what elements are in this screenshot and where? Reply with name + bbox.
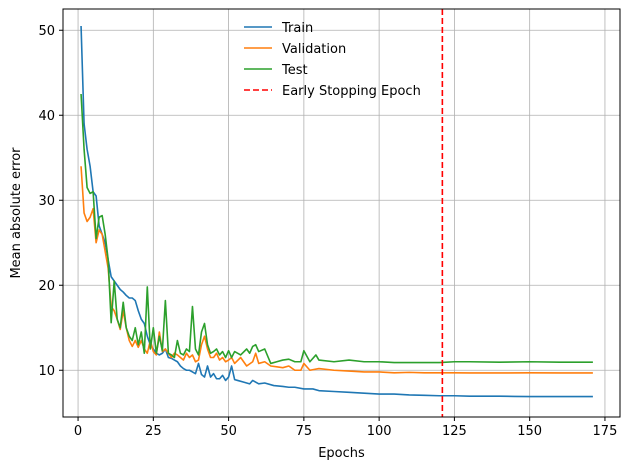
x-tick-label: 25 <box>145 424 162 439</box>
x-tick-label: 100 <box>367 424 392 439</box>
x-tick-label: 125 <box>442 424 467 439</box>
legend-entry-label: Test <box>281 63 308 78</box>
x-tick-label: 150 <box>517 424 542 439</box>
x-tick-label: 75 <box>296 424 313 439</box>
x-axis-label: Epochs <box>318 446 365 461</box>
y-axis-ticks: 10 20 30 40 50 <box>38 24 63 379</box>
y-tick-label: 10 <box>38 364 55 379</box>
x-tick-label: 175 <box>593 424 618 439</box>
y-axis-label: Mean absolute error <box>9 147 24 279</box>
y-tick-label: 40 <box>38 109 55 124</box>
legend-entry-label: Validation <box>282 42 346 57</box>
y-tick-label: 20 <box>38 279 55 294</box>
x-tick-label: 50 <box>220 424 237 439</box>
legend-entry-label: Early Stopping Epoch <box>282 84 421 99</box>
y-tick-label: 30 <box>38 194 55 209</box>
x-tick-label: 0 <box>74 424 82 439</box>
legend-entry-label: Train <box>281 21 313 36</box>
y-tick-label: 50 <box>38 24 55 39</box>
legend: Train Validation Test Early Stopping Epoch <box>244 21 421 99</box>
series-line-train <box>80 25 593 398</box>
series-layer <box>80 9 593 417</box>
plot-frame <box>62 8 621 418</box>
x-axis-ticks: 0 25 50 75 100 125 150 175 <box>74 417 617 439</box>
series-line-test <box>80 93 593 365</box>
